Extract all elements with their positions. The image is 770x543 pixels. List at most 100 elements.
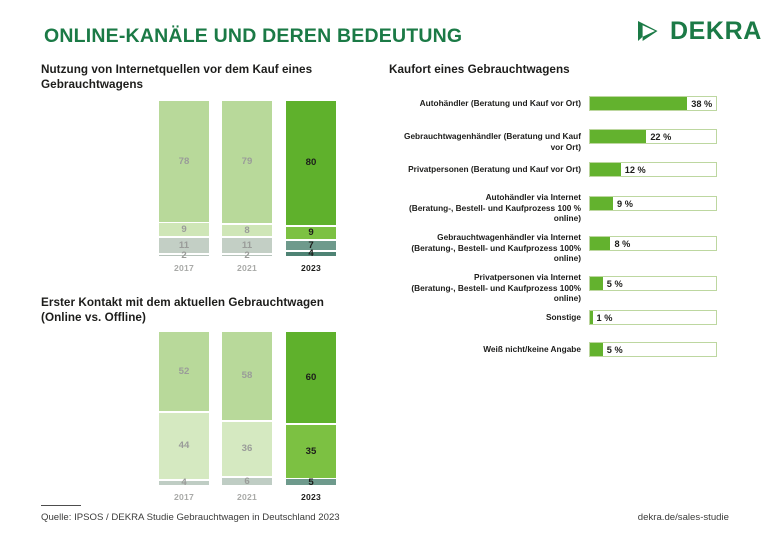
bar-row: Autohändler (Beratung und Kauf vor Ort) 3…: [389, 96, 729, 111]
bar-track: 22 %: [589, 129, 717, 144]
bar-label: Gebrauchtwagenhändler (Beratung und Kauf…: [403, 131, 581, 152]
bar-row: Gebrauchtwagenhändler (Beratung und Kauf…: [389, 129, 729, 152]
segment-value: 9: [181, 223, 187, 235]
footer-url: dekra.de/sales-studie: [637, 512, 729, 523]
segment-value: 44: [178, 440, 190, 452]
bar-fill: [590, 343, 603, 356]
axis-tick-2017: 2017: [174, 263, 194, 273]
stack-segment: 4: [286, 248, 336, 260]
bar-row: Weiß nicht/keine Angabe 5 %: [389, 342, 729, 357]
bar-value: 5 %: [606, 278, 623, 289]
axis-tick-2021: 2021: [237, 492, 257, 502]
stack-segment: 2: [159, 251, 209, 260]
segment-value: 2: [181, 249, 187, 261]
stack-segment: 9: [286, 226, 336, 240]
bar-track: 9 %: [589, 196, 717, 211]
source-note: Quelle: IPSOS / DEKRA Studie Gebrauchtwa…: [41, 512, 340, 523]
segment-value: 52: [178, 365, 190, 377]
bar-fill: [590, 197, 614, 210]
bar-track: 5 %: [589, 342, 717, 357]
bar-fill: [590, 130, 647, 143]
bar-fill: [590, 237, 611, 250]
axis-tick-2023: 2023: [301, 263, 321, 273]
stack-segment: 44: [159, 412, 209, 480]
stacked-column-2017: 52 44 4: [159, 332, 209, 487]
bar-row: Privatpersonen via Internet (Beratung-, B…: [389, 272, 729, 304]
stack-segment: 35: [286, 425, 336, 478]
stack-segment: 79: [222, 101, 272, 224]
footer-divider: [41, 505, 81, 507]
stack-segment: 2: [222, 251, 272, 260]
segment-value: 79: [241, 156, 253, 168]
bar-value: 1 %: [596, 312, 613, 323]
bar-track: 12 %: [589, 162, 717, 177]
stacked-column-2021: 79 8 11 2: [222, 101, 272, 260]
stacked-column-2023: 80 9 7 4: [286, 101, 336, 258]
segment-value: 2: [244, 249, 250, 261]
bar-value: 38 %: [691, 98, 713, 109]
stack-segment: 8: [222, 225, 272, 236]
segment-value: 11: [178, 239, 190, 251]
stack-segment: 78: [159, 101, 209, 222]
bar-fill: [590, 311, 593, 324]
segment-value: 60: [305, 371, 317, 383]
bar-track: 8 %: [589, 236, 717, 251]
segment-value: 5: [308, 476, 314, 488]
stack-segment: 11: [222, 237, 272, 254]
bar-value: 12 %: [624, 164, 646, 175]
segment-value: 35: [305, 445, 317, 457]
bar-fill: [590, 277, 603, 290]
axis-tick-2023: 2023: [301, 492, 321, 502]
bar-value: 8 %: [614, 238, 631, 249]
chart-kaufort-title: Kaufort eines Gebrauchtwagens: [389, 63, 570, 76]
chart-internetquellen-title: Nutzung von Internetquellen vor dem Kauf…: [41, 63, 313, 92]
stacked-column-2023: 60 35 5: [286, 332, 336, 487]
bar-label: Sonstige: [545, 312, 581, 322]
bar-row: Privatpersonen (Beratung und Kauf vor Or…: [389, 162, 729, 177]
bar-label: Autohändler via Internet (Beratung-, Best…: [409, 192, 581, 224]
stack-segment: 7: [286, 241, 336, 251]
stack-segment: 5: [286, 476, 336, 488]
dekra-arrow-icon: [638, 21, 658, 41]
stack-segment: 4: [159, 477, 209, 489]
segment-value: 8: [244, 224, 250, 236]
page-title: ONLINE-KANÄLE UND DEREN BEDEUTUNG: [44, 25, 463, 47]
segment-value: 4: [181, 477, 187, 489]
bar-fill: [590, 97, 688, 110]
stack-segment: 6: [222, 475, 272, 487]
bar-row: Sonstige 1 %: [389, 310, 729, 325]
stacked-column-2021: 58 36 6: [222, 332, 272, 487]
stack-segment: 60: [286, 332, 336, 424]
segment-value: 11: [241, 239, 253, 251]
segment-value: 78: [178, 155, 190, 167]
chart-erster-kontakt: 524442017583662021603552023Via InternetN…: [0, 332, 340, 507]
axis-tick-2017: 2017: [174, 492, 194, 502]
bar-label: Weiß nicht/keine Angabe: [483, 344, 581, 354]
segment-value: 9: [308, 227, 314, 239]
axis-tick-2021: 2021: [237, 263, 257, 273]
dekra-logo: DEKRA: [633, 17, 762, 45]
chart-internetquellen: 78911220177981122021809742023JaNein, abe…: [0, 101, 340, 281]
bar-label: Autohändler (Beratung und Kauf vor Ort): [419, 98, 581, 108]
stack-segment: 9: [159, 223, 209, 236]
bar-track: 1 %: [589, 310, 717, 325]
chart-erster-kontakt-title: Erster Kontakt mit dem aktuellen Gebrauc…: [41, 296, 324, 325]
stack-segment: 52: [159, 332, 209, 411]
stack-segment: 11: [159, 237, 209, 254]
segment-value: 4: [308, 248, 314, 260]
bar-track: 5 %: [589, 276, 717, 291]
bar-fill: [590, 163, 621, 176]
stack-segment: 58: [222, 332, 272, 421]
segment-value: 36: [241, 443, 253, 455]
bar-row: Autohändler via Internet (Beratung-, Best…: [389, 192, 729, 224]
stacked-column-2017: 78 9 11 2: [159, 101, 209, 260]
bar-track: 38 %: [589, 96, 717, 111]
bar-value: 22 %: [650, 131, 672, 142]
bar-row: Gebrauchtwagenhändler via Internet (Berat…: [389, 232, 729, 264]
segment-value: 58: [241, 370, 253, 382]
bar-label: Privatpersonen (Beratung und Kauf vor Or…: [408, 164, 581, 174]
dekra-wordmark: DEKRA: [670, 16, 762, 45]
bar-value: 5 %: [606, 344, 623, 355]
segment-value: 6: [244, 475, 250, 487]
